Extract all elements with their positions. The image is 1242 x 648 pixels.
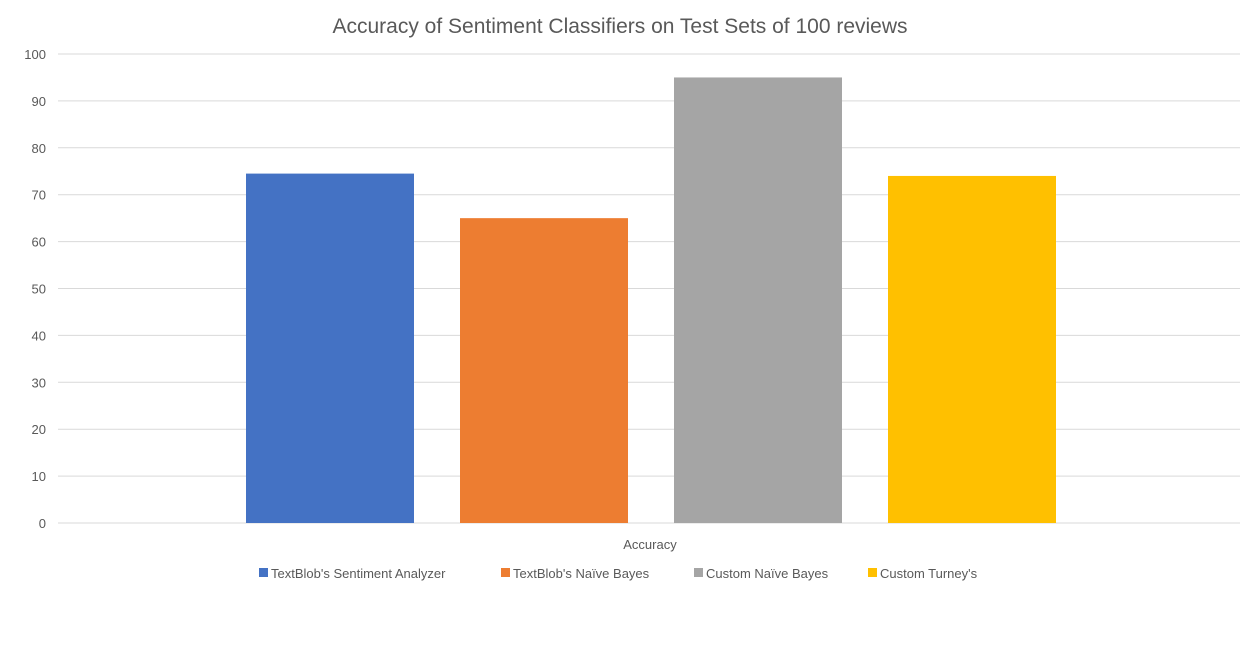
y-tick-label: 30 (32, 375, 46, 390)
chart-title: Accuracy of Sentiment Classifiers on Tes… (332, 15, 907, 38)
legend-swatch (868, 568, 877, 577)
legend-swatch (694, 568, 703, 577)
legend-label: TextBlob's Sentiment Analyzer (271, 566, 446, 581)
y-tick-label: 90 (32, 94, 46, 109)
y-tick-label: 70 (32, 188, 46, 203)
legend-label: Custom Turney's (880, 566, 978, 581)
y-tick-label: 40 (32, 328, 46, 343)
bar (246, 173, 414, 523)
y-tick-label: 80 (32, 141, 46, 156)
y-tick-label: 100 (24, 47, 46, 62)
bar (888, 175, 1056, 523)
y-tick-label: 60 (32, 235, 46, 250)
x-category-label: Accuracy (623, 537, 677, 552)
y-tick-label: 0 (39, 516, 46, 531)
bar (460, 218, 628, 523)
legend: TextBlob's Sentiment Analyzer TextBlob's … (259, 566, 978, 581)
gridlines (58, 53, 1240, 524)
legend-label: Custom Naïve Bayes (706, 566, 829, 581)
y-tick-label: 20 (32, 422, 46, 437)
bar (674, 77, 842, 523)
x-axis-categories: Accuracy (623, 537, 677, 552)
y-tick-label: 10 (32, 469, 46, 484)
legend-swatch (501, 568, 510, 577)
bars (246, 77, 1056, 523)
y-axis-ticks: 0 10 20 30 40 50 60 70 80 90 100 (24, 47, 46, 531)
y-tick-label: 50 (32, 282, 46, 297)
legend-label: TextBlob's Naïve Bayes (513, 566, 650, 581)
legend-swatch (259, 568, 268, 577)
